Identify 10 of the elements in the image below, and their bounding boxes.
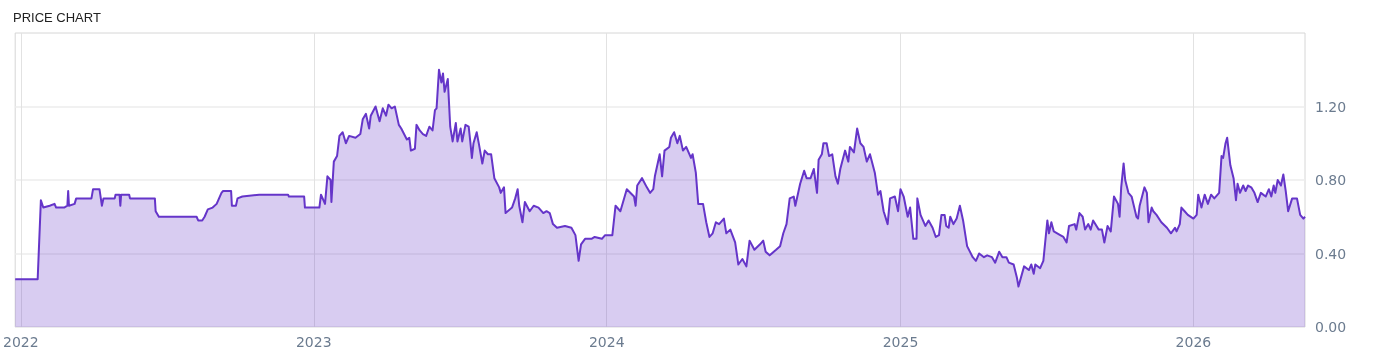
x-tick-label: 2025: [882, 334, 919, 350]
y-tick-label: 0.80: [1315, 172, 1347, 188]
x-tick-label: 2023: [295, 334, 332, 350]
y-tick-label: 0.40: [1315, 245, 1347, 262]
x-tick-label: 2026: [1175, 334, 1212, 350]
chart-title: PRICE CHART: [13, 10, 101, 25]
y-tick-label: 0.00: [1315, 319, 1347, 335]
y-tick-label: 1.20: [1315, 98, 1347, 115]
x-tick-label: 2024: [588, 334, 625, 350]
x-tick-label: 2022: [2, 334, 39, 350]
